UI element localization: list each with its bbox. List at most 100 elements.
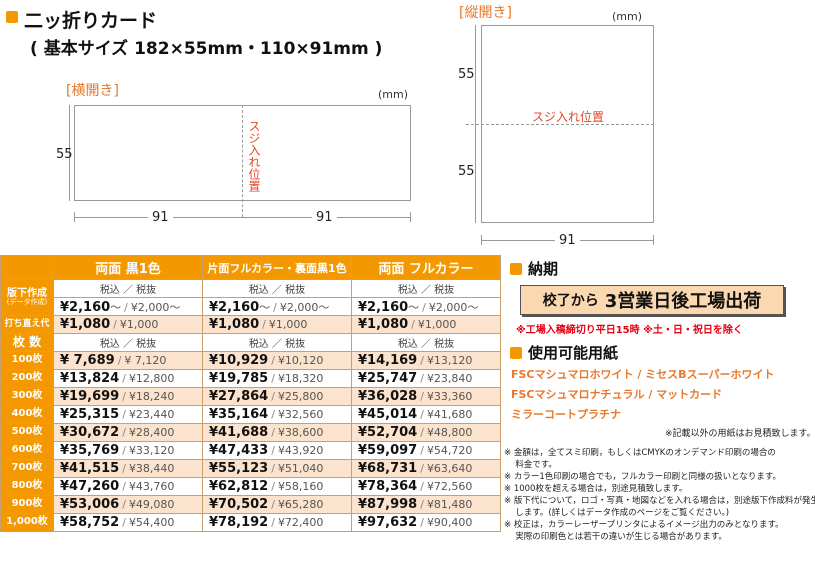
table-row: 300枚 ¥19,699/¥18,240 ¥27,864/¥25,800 ¥36,02… (0, 387, 501, 406)
price-excl: ¥41,680 (426, 408, 473, 421)
tax-header: 税込 ／ 税抜 (202, 279, 352, 298)
price-cell: ¥70,502/¥65,280 (202, 495, 352, 514)
slash: / (271, 408, 275, 421)
horizontal-unit: (mm) (378, 88, 409, 101)
price-cell: ¥45,014/¥41,680 (351, 405, 501, 424)
price-cell: ¥19,699/¥18,240 (53, 387, 203, 406)
page-title: 二ッ折りカード (24, 10, 158, 32)
qty-label: 900枚 (0, 495, 54, 514)
price-excl: ¥49,080 (128, 498, 175, 511)
price-cell: ¥30,672/¥28,400 (53, 423, 203, 442)
price-cell: ¥41,515/¥38,440 (53, 459, 203, 478)
price-excl: ¥12,800 (128, 372, 175, 385)
price-incl: ¥55,123 (209, 461, 269, 476)
note-line: ※ 校正は，カラーレーザープリンタによるイメージ出力のみとなります。 (504, 520, 784, 530)
vertical-crease-line (466, 124, 654, 125)
price-incl: ¥2,160 (60, 299, 111, 315)
price-excl: ¥65,280 (277, 498, 324, 511)
price-suffix: ～ (467, 300, 479, 314)
slash: / (271, 372, 275, 385)
slash: / (122, 444, 126, 457)
note-line: ※ カラー1色印刷の場合でも，フルカラー印刷と同様の扱いとなります。 (504, 472, 782, 482)
horizontal-label: [横開き] (66, 83, 119, 99)
table-row: 600枚 ¥35,769/¥33,120 ¥47,433/¥43,920 ¥59,09… (0, 441, 501, 460)
price-excl: ¥43,920 (277, 444, 324, 457)
slash: / (271, 462, 275, 475)
price-excl: ¥54,720 (426, 444, 473, 457)
tax-header: 税込 ／ 税抜 (53, 279, 203, 298)
price-excl: ¥2,000 (130, 300, 170, 314)
price-excl: ¥2,000 (279, 300, 319, 314)
slash: / (262, 318, 266, 331)
price-excl: ¥33,360 (426, 390, 473, 403)
qty-label: 700枚 (0, 459, 54, 478)
bullet-icon (510, 263, 522, 275)
vertical-label: [縦開き] (459, 5, 512, 21)
price-incl: ¥19,785 (209, 371, 269, 386)
slash: / (420, 408, 424, 421)
tick-mark (481, 235, 482, 245)
vertical-unit: (mm) (612, 10, 643, 23)
price-incl: ¥30,672 (60, 425, 120, 440)
table-row: 100枚 ¥ 7,689/¥ 7,120 ¥10,929/¥10,120 ¥14,16… (0, 351, 501, 370)
price-incl: ¥45,014 (358, 407, 418, 422)
col-header: 両面 黒1色 (53, 255, 203, 280)
paper-title: 使用可能用紙 (528, 344, 619, 362)
tax-header: 税込 ／ 税抜 (351, 279, 501, 298)
price-incl: ¥1,080 (358, 317, 409, 332)
price-incl: ¥2,160 (358, 299, 409, 315)
slash: / (271, 390, 275, 403)
price-incl: ¥27,864 (209, 389, 269, 404)
price-suffix: ～ (110, 300, 122, 314)
horizontal-width-left: 91 (148, 210, 173, 225)
tick-mark (410, 212, 411, 222)
price-excl: ¥23,440 (128, 408, 175, 421)
price-incl: ¥97,632 (358, 515, 418, 530)
price-cell: ¥35,164/¥32,560 (202, 405, 352, 424)
slash: / (420, 516, 424, 529)
slash: / (122, 372, 126, 385)
retype-label: 打ち直え代 (0, 315, 54, 334)
tick-mark (653, 235, 654, 245)
vertical-width: 91 (555, 233, 580, 248)
header-corner (0, 255, 54, 280)
note-line: ※ 版下代について，ロゴ・写真・地図などを入れる場合は，別途版下作成料が発生 (504, 496, 815, 506)
vertical-height-bottom: 55 (458, 164, 475, 179)
price-cell: ¥53,006/¥49,080 (53, 495, 203, 514)
price-incl: ¥14,169 (358, 353, 418, 368)
slash: / (122, 390, 126, 403)
tax-header: 税込 ／ 税抜 (53, 333, 203, 352)
price-cell: ¥25,315/¥23,440 (53, 405, 203, 424)
vertical-height-rule (475, 25, 476, 223)
price-incl: ¥25,315 (60, 407, 120, 422)
slash: / (122, 462, 126, 475)
delivery-prefix: 校了から (542, 293, 599, 309)
price-excl: ¥28,400 (128, 426, 175, 439)
slash: / (122, 516, 126, 529)
slash: / (124, 300, 128, 314)
price-excl: ¥48,800 (426, 426, 473, 439)
price-incl: ¥1,080 (209, 317, 260, 332)
price-incl: ¥35,769 (60, 443, 120, 458)
price-cell: ¥87,998/¥81,480 (351, 495, 501, 514)
slash: / (271, 498, 275, 511)
price-incl: ¥59,097 (358, 443, 418, 458)
price-suffix: ～ (408, 300, 420, 314)
price-cell: ¥2,160～ / ¥2,000～ (202, 297, 352, 316)
price-incl: ¥25,747 (358, 371, 418, 386)
price-excl: ¥33,120 (128, 444, 175, 457)
price-cell: ¥58,752/¥54,400 (53, 513, 203, 532)
price-cell: ¥68,731/¥63,640 (351, 459, 501, 478)
qty-label: 300枚 (0, 387, 54, 406)
qty-label: 800枚 (0, 477, 54, 496)
col-header: 両面 フルカラー (351, 255, 501, 280)
horizontal-crease-line (242, 105, 243, 217)
slash: / (420, 372, 424, 385)
tick-mark (74, 212, 75, 222)
price-excl: ¥90,400 (426, 516, 473, 529)
plate-sublabel: (データ作成) (6, 298, 48, 307)
slash: / (117, 354, 122, 367)
paper-line: FSCマシュマロナチュラル / マットカード (511, 388, 723, 401)
price-excl: ¥72,560 (426, 480, 473, 493)
price-cell: ¥62,812/¥58,160 (202, 477, 352, 496)
